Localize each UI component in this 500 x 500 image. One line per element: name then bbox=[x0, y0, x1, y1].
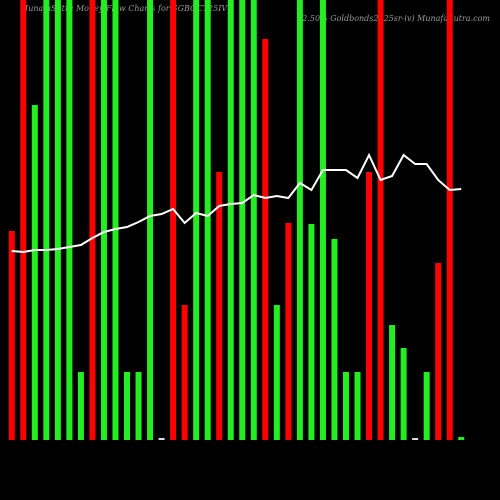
bar bbox=[43, 0, 50, 440]
bar bbox=[366, 172, 373, 440]
bar bbox=[112, 0, 119, 440]
bar bbox=[400, 348, 407, 440]
bar bbox=[54, 0, 61, 440]
bar bbox=[342, 372, 349, 440]
bar bbox=[124, 372, 131, 440]
bar bbox=[31, 105, 38, 440]
bar bbox=[435, 263, 442, 440]
bar bbox=[20, 0, 27, 440]
bar bbox=[458, 437, 465, 440]
bar bbox=[308, 224, 315, 440]
bar bbox=[331, 239, 338, 440]
bar bbox=[250, 0, 257, 440]
bar bbox=[412, 438, 419, 440]
bar bbox=[319, 0, 326, 440]
bar bbox=[100, 0, 107, 440]
bar bbox=[66, 0, 73, 440]
bar bbox=[262, 39, 269, 440]
bar bbox=[239, 0, 246, 440]
bar bbox=[227, 0, 234, 440]
bar bbox=[273, 305, 280, 440]
bar bbox=[158, 438, 165, 440]
bar bbox=[216, 172, 223, 440]
bar bbox=[296, 0, 303, 440]
bar bbox=[389, 325, 396, 440]
bar bbox=[423, 372, 430, 440]
bar bbox=[147, 0, 154, 440]
bar bbox=[377, 0, 384, 440]
bar bbox=[135, 372, 142, 440]
bar bbox=[285, 223, 292, 440]
bar bbox=[77, 372, 84, 440]
bar bbox=[170, 0, 177, 440]
money-flow-line bbox=[11, 152, 462, 254]
chart-title: MunafaSutra Money Flow Charts for SGBOCT… bbox=[19, 4, 228, 13]
bar bbox=[354, 372, 361, 440]
chart-subtitle: (2.50% Goldbonds2025sr-iv) MunafaSutra.c… bbox=[299, 14, 490, 23]
bar bbox=[8, 231, 15, 440]
bar bbox=[89, 0, 96, 440]
bar bbox=[193, 0, 200, 440]
bar bbox=[181, 305, 188, 440]
bar bbox=[446, 0, 453, 440]
bar bbox=[204, 0, 211, 440]
